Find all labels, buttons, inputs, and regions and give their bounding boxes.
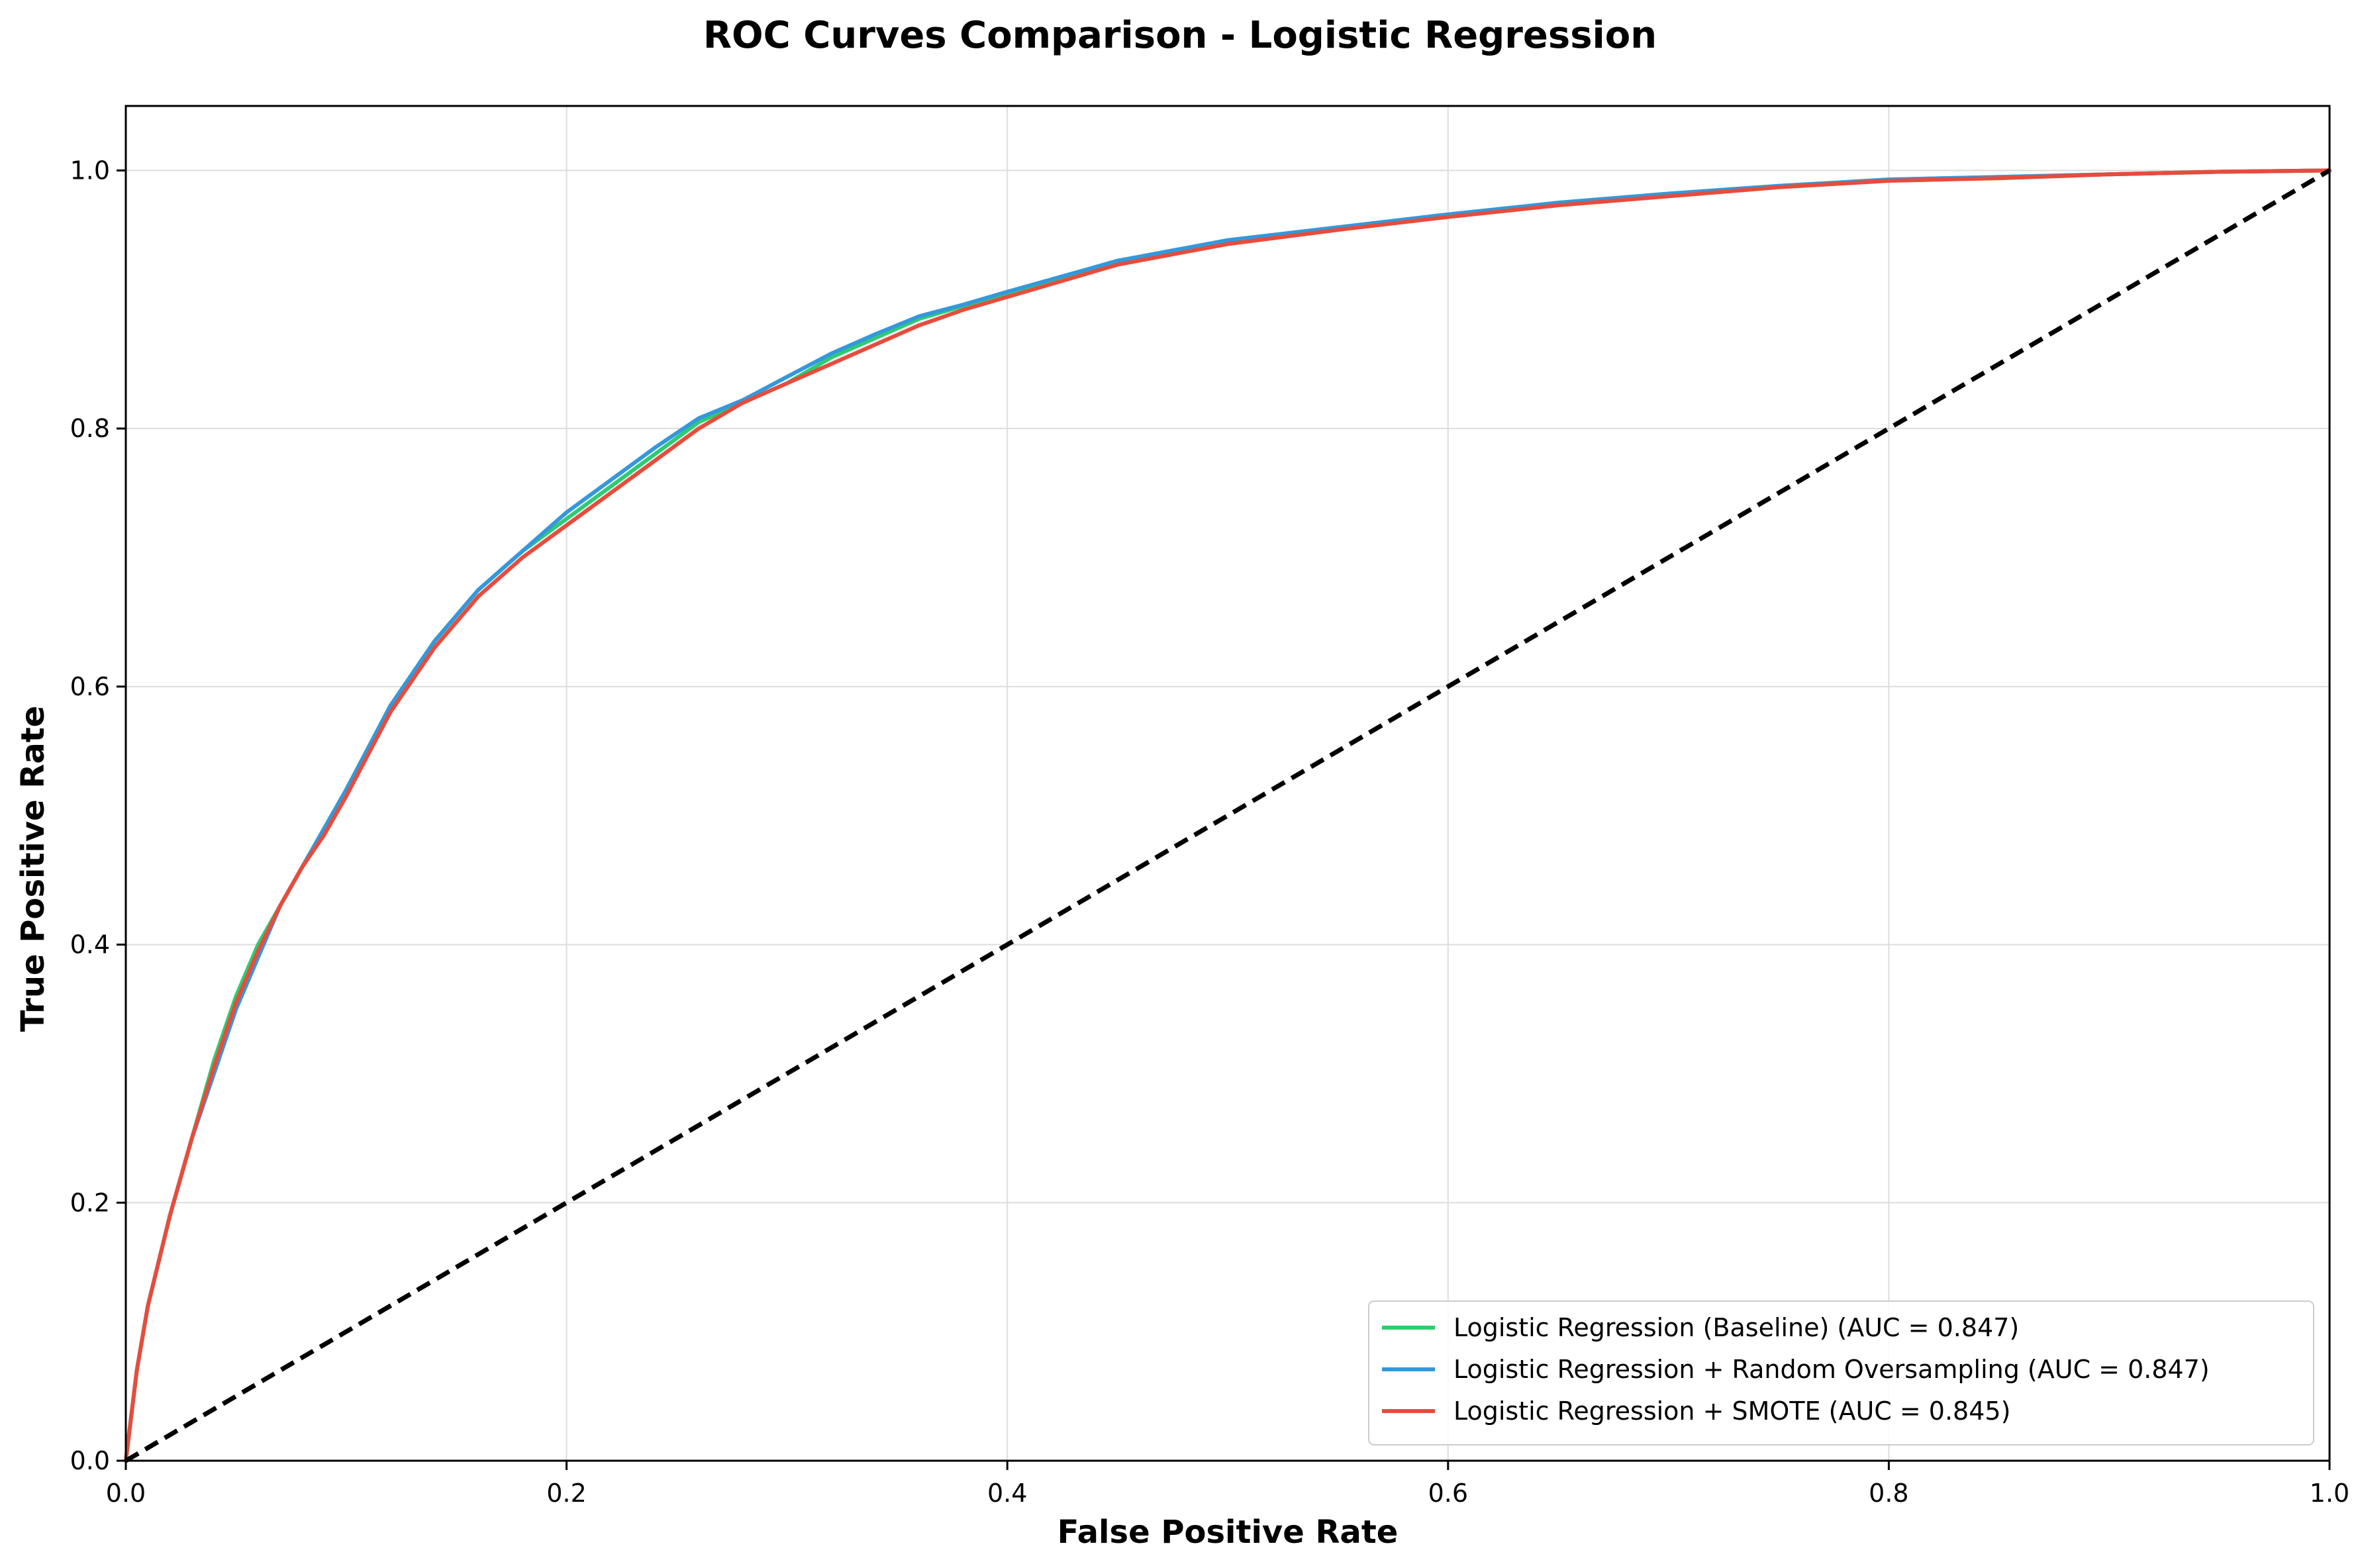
plot-frame (124, 105, 2331, 1462)
x-tick-label: 1.0 (2310, 1479, 2349, 1508)
tick-layer: 0.0 0.2 0.4 0.6 0.8 1.0 0.0 0.2 0.4 0.6 0.8 1.0 (70, 156, 2350, 1508)
y-axis-label: True Positive Rate (15, 706, 52, 1032)
legend-box (1368, 1300, 2314, 1446)
roc-series-line-1 (124, 168, 2332, 1463)
legend: Logistic Regression (Baseline) (AUC = 0.… (1368, 1300, 2314, 1446)
x-tick-label: 0.2 (546, 1479, 586, 1508)
roc-series-line-2 (124, 168, 2332, 1463)
y-tick-label: 1.0 (70, 156, 110, 185)
x-tick-label: 0.4 (987, 1479, 1027, 1508)
y-tick-label: 0.4 (70, 930, 110, 959)
legend-label: Logistic Regression (Baseline) (AUC = 0.… (1453, 1313, 2019, 1342)
y-tick-label: 0.8 (70, 414, 110, 443)
x-axis-label: False Positive Rate (1057, 1514, 1399, 1551)
x-tick-label: 0.6 (1428, 1479, 1468, 1508)
x-tick-label: 0.8 (1869, 1479, 1908, 1508)
y-tick-label: 0.0 (70, 1446, 110, 1475)
series-layer (124, 168, 2332, 1463)
random-classifier-line (124, 168, 2331, 1463)
x-tick-label: 0.0 (106, 1479, 146, 1508)
y-tick-label: 0.6 (70, 672, 110, 701)
y-tick-label: 0.2 (70, 1188, 110, 1217)
legend-label: Logistic Regression + Random Oversamplin… (1453, 1355, 2210, 1384)
chart-title: ROC Curves Comparison - Logistic Regress… (703, 14, 1657, 57)
legend-label: Logistic Regression + SMOTE (AUC = 0.845… (1453, 1396, 2010, 1426)
